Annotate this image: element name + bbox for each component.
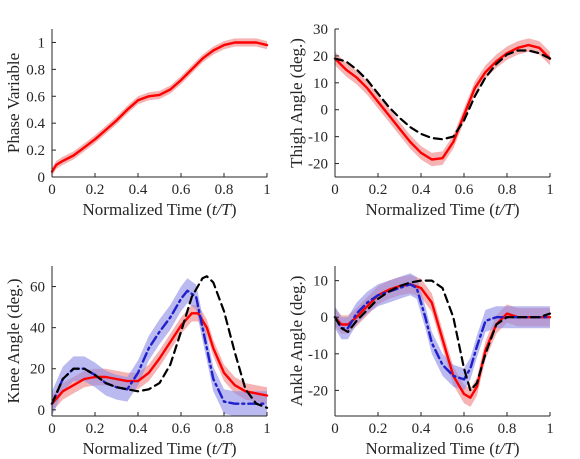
y-tick-label: 0.6	[26, 89, 45, 105]
x-tick-label: 0.6	[172, 182, 191, 198]
x-tick-label: 0.2	[369, 421, 388, 437]
series-band-measured	[335, 38, 550, 167]
x-tick-label: 0	[48, 421, 56, 437]
x-tick-label: 1	[546, 421, 554, 437]
y-tick-label: 0.2	[26, 143, 45, 159]
x-tick-label: 0	[331, 182, 339, 198]
chart-panel-4: 0 0.2 0.4 0.6 0.8 1 -20 -10 0 10 Normalized Time (…	[287, 266, 554, 458]
y-tick-label: 30	[313, 22, 328, 38]
x-tick-label: 0.4	[412, 182, 431, 198]
chart-panel-2: 0 0.2 0.4 0.6 0.8 1 -20 -10 0 10 20 30 Normalized Ti…	[287, 22, 554, 219]
y-tick-label: -20	[308, 383, 328, 399]
y-tick-label: 1	[38, 35, 46, 51]
x-tick-label: 1	[263, 182, 271, 198]
y-axis-label: Thigh Angle (deg.)	[287, 38, 306, 168]
x-tick-label: 0.2	[86, 421, 105, 437]
chart-panel-3: 0 0.2 0.4 0.6 0.8 1 0 20 40 60 Normalized Time (t/…	[4, 266, 271, 458]
x-tick-label: 0.2	[86, 182, 105, 198]
y-tick-label: -10	[308, 347, 328, 363]
x-tick-label: 0.4	[129, 182, 148, 198]
series-line-measured	[333, 283, 552, 399]
x-tick-label: 0.6	[455, 182, 474, 198]
y-tick-label: 40	[30, 321, 45, 337]
series-band-predicted	[335, 273, 550, 391]
y-tick-label: -10	[308, 130, 328, 146]
x-tick-label: 0.4	[129, 421, 148, 437]
y-tick-label: 20	[313, 49, 328, 65]
x-tick-label: 0.8	[215, 421, 234, 437]
y-tick-label: 10	[313, 76, 328, 92]
chart-panel-1: 0 0.2 0.4 0.6 0.8 1 0 0.2 0.4 0.6 0.8 1 Normalized T…	[4, 29, 271, 219]
x-tick-label: 1	[546, 182, 554, 198]
series-line-reference	[333, 279, 552, 392]
x-axis-label: Normalized Time (t/T)	[366, 439, 520, 458]
y-tick-label: 0	[321, 103, 329, 119]
x-axis-label: Normalized Time (t/T)	[83, 439, 237, 458]
x-tick-label: 1	[263, 421, 271, 437]
y-axis-label: Phase Variable	[4, 53, 23, 153]
y-tick-label: 0	[321, 310, 329, 326]
y-tick-label: -20	[308, 157, 328, 173]
series-band-predicted	[52, 278, 267, 416]
y-tick-label: 0	[38, 170, 46, 186]
y-tick-label: 20	[30, 362, 45, 378]
y-axis-label: Ankle Angle (deg.)	[287, 276, 306, 407]
x-tick-label: 0.6	[455, 421, 474, 437]
series-line-measured	[50, 312, 269, 405]
x-tick-label: 0.2	[369, 182, 388, 198]
y-axis-label: Knee Angle (deg.)	[4, 278, 23, 403]
x-tick-label: 0.4	[412, 421, 431, 437]
series-line-measured	[50, 41, 269, 173]
series-line-reference	[50, 275, 269, 409]
x-tick-label: 0.6	[172, 421, 191, 437]
series-line-reference	[333, 49, 552, 141]
x-tick-label: 0.8	[498, 182, 517, 198]
x-tick-label: 0.8	[498, 421, 517, 437]
x-axis-label: Normalized Time (t/T)	[83, 200, 237, 219]
y-tick-label: 0.4	[26, 116, 45, 132]
x-axis-label: Normalized Time (t/T)	[366, 200, 520, 219]
series-line-measured	[333, 43, 552, 161]
y-tick-label: 0	[38, 403, 46, 419]
x-tick-label: 0	[48, 182, 56, 198]
y-tick-label: 60	[30, 280, 45, 296]
x-tick-label: 0.8	[215, 182, 234, 198]
series-band-measured	[52, 38, 267, 176]
x-tick-label: 0	[331, 421, 339, 437]
y-tick-label: 0.8	[26, 62, 45, 78]
y-tick-label: 10	[313, 274, 328, 290]
